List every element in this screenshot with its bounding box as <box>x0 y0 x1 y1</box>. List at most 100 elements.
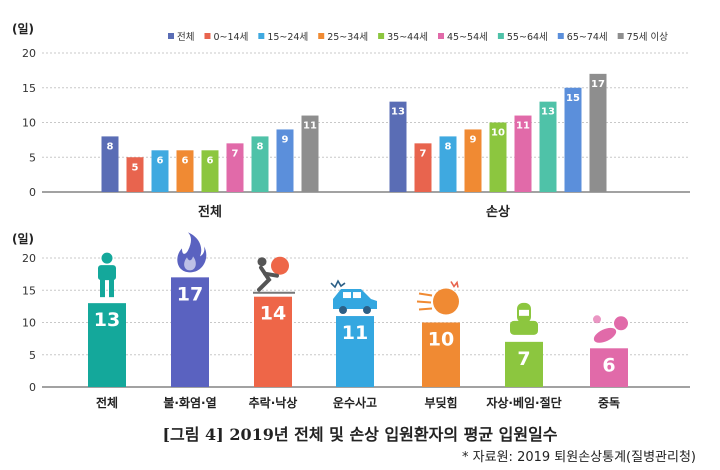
legend-swatch <box>204 33 211 39</box>
bar <box>590 348 628 387</box>
x-category-label: 전체 <box>198 204 222 220</box>
bar <box>251 136 269 192</box>
bar-value-label: 13 <box>391 107 405 118</box>
figure-caption: [그림 4] 2019년 전체 및 손상 입원환자의 평균 입원일수 <box>162 425 558 444</box>
y-tick-label: 10 <box>22 117 36 130</box>
bar-value-label: 10 <box>491 128 505 139</box>
bar <box>88 303 126 387</box>
legend-swatch <box>617 33 624 39</box>
x-category-label: 추락·낙상 <box>249 395 298 410</box>
y-tick-label: 5 <box>29 349 36 362</box>
bar-value-label: 7 <box>517 348 530 370</box>
y-tick-label: 10 <box>22 317 36 330</box>
bar-value-label: 17 <box>591 79 605 90</box>
legend-swatch <box>378 33 385 39</box>
bar <box>151 150 169 192</box>
bar-value-label: 13 <box>94 309 120 331</box>
bar-value-label: 8 <box>107 141 114 152</box>
bar <box>439 136 457 192</box>
legend-label: 45~54세 <box>447 32 488 43</box>
y-tick-label: 15 <box>22 284 36 297</box>
legend-label: 15~24세 <box>267 32 308 43</box>
bar-value-label: 5 <box>132 162 139 173</box>
cut-finger-icon <box>510 302 538 335</box>
legend-swatch <box>318 33 325 39</box>
bar <box>539 101 557 192</box>
bar-value-label: 17 <box>177 283 203 305</box>
bar-value-label: 9 <box>470 134 477 145</box>
bar <box>126 157 144 192</box>
legend-label: 전체 <box>177 32 194 43</box>
y-tick-label: 20 <box>22 47 36 60</box>
bar <box>589 73 607 192</box>
bar <box>336 316 374 387</box>
bar-value-label: 6 <box>207 155 214 166</box>
flame-icon <box>177 232 207 273</box>
bar <box>176 150 194 192</box>
x-category-label: 중독 <box>598 396 620 410</box>
bar <box>301 115 319 192</box>
bar <box>514 115 532 192</box>
bar <box>254 296 292 387</box>
x-category-label: 자상·베임·절단 <box>486 395 561 410</box>
bar-value-label: 6 <box>157 155 164 166</box>
bar <box>389 101 407 192</box>
person-icon <box>98 252 116 298</box>
y-tick-label: 5 <box>29 151 36 164</box>
chart-canvas: (일) 0 5 10 15 20 8 5 6 6 6 7 8 9 11 전체 13 7 8 9 10 11 13 15 17 손상… <box>12 22 690 410</box>
bar-value-label: 6 <box>602 354 615 376</box>
bar-value-label: 8 <box>445 141 452 152</box>
bar-value-label: 15 <box>566 93 580 104</box>
legend-label: 55~64세 <box>507 32 548 43</box>
bar-value-label: 8 <box>257 141 264 152</box>
bar-value-label: 10 <box>428 329 454 351</box>
x-category-label: 운수사고 <box>333 395 377 410</box>
legend-swatch <box>557 33 564 39</box>
bar-value-label: 11 <box>303 121 317 132</box>
bar <box>171 277 209 387</box>
legend-label: 65~74세 <box>567 32 608 43</box>
y-axis-title: (일) <box>12 22 34 36</box>
legend-swatch <box>497 33 504 39</box>
legend-label: 75세 이상 <box>627 32 669 43</box>
car-crash-icon <box>330 279 377 315</box>
chart-2: (일) 0 5 10 15 20 13 전체 17 불·화염·열 14 추락·낙상 11 운수사고 10 부딪… <box>12 232 690 410</box>
bar <box>226 143 244 192</box>
legend: 전체 0~14세 15~24세 25~34세 35~44세 45~54세 55~64세 65~… <box>168 32 668 43</box>
bar-value-label: 11 <box>342 322 368 344</box>
bar-value-label: 7 <box>232 148 239 159</box>
legend-swatch <box>438 33 444 39</box>
y-tick-label: 15 <box>22 82 36 95</box>
falling-person-icon <box>253 256 295 294</box>
x-category-label: 손상 <box>486 205 510 220</box>
x-category-label: 전체 <box>96 395 118 410</box>
y-tick-label: 0 <box>29 186 36 199</box>
bar <box>505 341 543 387</box>
bar <box>414 143 432 192</box>
legend-label: 25~34세 <box>327 32 368 43</box>
bar-value-label: 14 <box>260 303 286 325</box>
bar-value-label: 6 <box>182 155 189 166</box>
legend-label: 35~44세 <box>387 32 428 43</box>
legend-label: 0~14세 <box>213 32 248 43</box>
bar <box>422 322 460 387</box>
bar-value-label: 13 <box>541 107 555 118</box>
bar <box>564 87 582 192</box>
y-tick-label: 0 <box>29 381 36 394</box>
bar-value-label: 9 <box>282 134 289 145</box>
bar <box>276 129 294 192</box>
legend-swatch <box>168 33 174 39</box>
bar-value-label: 11 <box>516 121 530 132</box>
bar <box>201 150 219 192</box>
bar <box>101 136 119 192</box>
chart-1: (일) 0 5 10 15 20 8 5 6 6 6 7 8 9 11 전체 13 7 8 9 10 11 13 15 17 손상… <box>12 22 690 220</box>
poison-pills-icon <box>593 315 628 343</box>
x-category-label: 부딪힘 <box>424 395 457 410</box>
y-axis-title: (일) <box>12 232 34 246</box>
bar-value-label: 7 <box>420 148 427 159</box>
x-category-label: 불·화염·열 <box>163 395 216 410</box>
collision-icon <box>416 280 459 315</box>
legend-swatch <box>258 33 265 39</box>
bar <box>464 129 482 192</box>
